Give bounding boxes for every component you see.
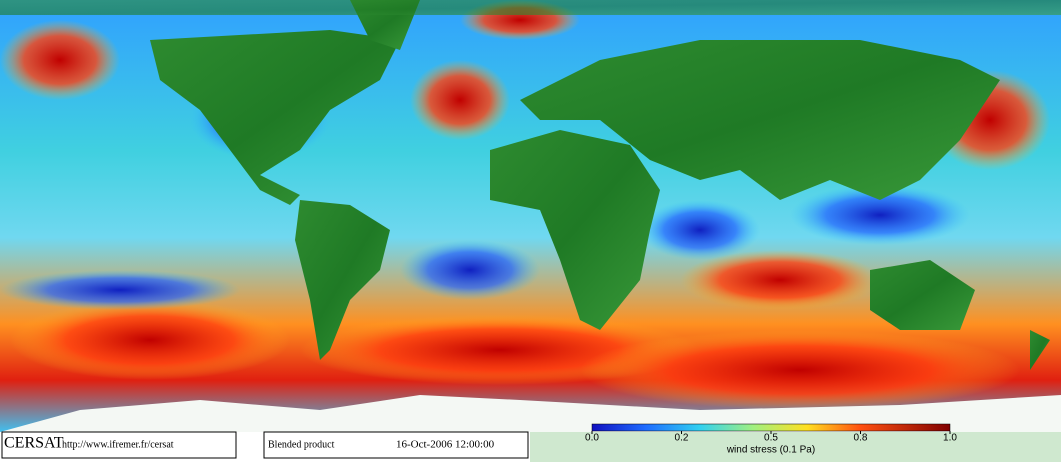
info-box — [263, 431, 529, 459]
colorbar — [591, 423, 951, 432]
colorbar-tick-label: 1.0 — [943, 433, 957, 444]
logo-box — [1, 431, 237, 459]
colorbar-tick-label: 0.0 — [585, 433, 599, 444]
date: 16-Oct-2006 12:00:00 — [396, 439, 495, 451]
continents — [0, 0, 1061, 370]
colorbar-tick-label: 0.8 — [854, 433, 868, 444]
url: http://www.ifremer.fr/cersat — [62, 439, 174, 450]
product: Blended product — [268, 439, 335, 450]
footer-land — [530, 432, 1061, 462]
antarctica — [0, 395, 1061, 432]
logo: CERSAT — [4, 435, 64, 452]
colorbar-ticks: 0.0 0.2 0.5 0.8 1.0 — [585, 431, 957, 444]
colorbar-tick-label: 0.2 — [675, 433, 689, 444]
colorbar-tick-label: 0.5 — [764, 433, 778, 444]
colorbar-label: wind stress (0.1 Pa) — [726, 445, 815, 456]
